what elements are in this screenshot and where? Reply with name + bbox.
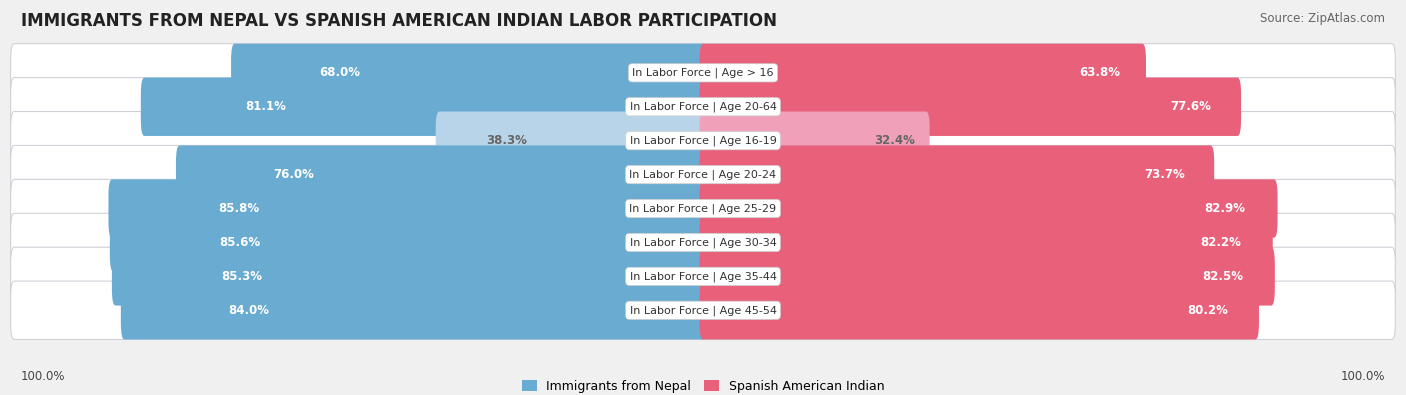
- Text: In Labor Force | Age 25-29: In Labor Force | Age 25-29: [630, 203, 776, 214]
- Text: In Labor Force | Age 20-24: In Labor Force | Age 20-24: [630, 169, 776, 180]
- Text: In Labor Force | Age 35-44: In Labor Force | Age 35-44: [630, 271, 776, 282]
- FancyBboxPatch shape: [11, 111, 1395, 170]
- FancyBboxPatch shape: [121, 281, 706, 339]
- Text: In Labor Force | Age 30-34: In Labor Force | Age 30-34: [630, 237, 776, 248]
- Text: 100.0%: 100.0%: [21, 370, 66, 383]
- FancyBboxPatch shape: [700, 44, 1146, 102]
- Text: In Labor Force | Age 45-54: In Labor Force | Age 45-54: [630, 305, 776, 316]
- Text: 82.2%: 82.2%: [1201, 236, 1241, 249]
- Text: IMMIGRANTS FROM NEPAL VS SPANISH AMERICAN INDIAN LABOR PARTICIPATION: IMMIGRANTS FROM NEPAL VS SPANISH AMERICA…: [21, 12, 778, 30]
- Legend: Immigrants from Nepal, Spanish American Indian: Immigrants from Nepal, Spanish American …: [522, 380, 884, 393]
- Text: 85.8%: 85.8%: [218, 202, 260, 215]
- FancyBboxPatch shape: [11, 179, 1395, 238]
- FancyBboxPatch shape: [112, 247, 706, 306]
- FancyBboxPatch shape: [700, 213, 1272, 272]
- FancyBboxPatch shape: [700, 77, 1241, 136]
- FancyBboxPatch shape: [700, 247, 1275, 306]
- Text: 76.0%: 76.0%: [274, 168, 315, 181]
- FancyBboxPatch shape: [11, 145, 1395, 204]
- Text: 84.0%: 84.0%: [228, 304, 270, 317]
- FancyBboxPatch shape: [700, 145, 1215, 204]
- Text: 80.2%: 80.2%: [1187, 304, 1227, 317]
- Text: 73.7%: 73.7%: [1144, 168, 1185, 181]
- Text: 85.3%: 85.3%: [221, 270, 262, 283]
- FancyBboxPatch shape: [141, 77, 706, 136]
- Text: 68.0%: 68.0%: [319, 66, 360, 79]
- FancyBboxPatch shape: [11, 213, 1395, 272]
- Text: In Labor Force | Age > 16: In Labor Force | Age > 16: [633, 68, 773, 78]
- FancyBboxPatch shape: [436, 111, 706, 170]
- Text: 82.9%: 82.9%: [1205, 202, 1246, 215]
- Text: 82.5%: 82.5%: [1202, 270, 1243, 283]
- FancyBboxPatch shape: [11, 247, 1395, 306]
- FancyBboxPatch shape: [700, 111, 929, 170]
- Text: In Labor Force | Age 20-64: In Labor Force | Age 20-64: [630, 102, 776, 112]
- FancyBboxPatch shape: [231, 44, 706, 102]
- FancyBboxPatch shape: [700, 179, 1278, 238]
- Text: 38.3%: 38.3%: [486, 134, 527, 147]
- FancyBboxPatch shape: [11, 77, 1395, 136]
- FancyBboxPatch shape: [110, 213, 706, 272]
- FancyBboxPatch shape: [700, 281, 1258, 339]
- Text: 81.1%: 81.1%: [245, 100, 285, 113]
- FancyBboxPatch shape: [11, 281, 1395, 339]
- FancyBboxPatch shape: [11, 44, 1395, 102]
- Text: 63.8%: 63.8%: [1080, 66, 1121, 79]
- FancyBboxPatch shape: [176, 145, 706, 204]
- Text: In Labor Force | Age 16-19: In Labor Force | Age 16-19: [630, 135, 776, 146]
- Text: Source: ZipAtlas.com: Source: ZipAtlas.com: [1260, 12, 1385, 25]
- Text: 77.6%: 77.6%: [1170, 100, 1211, 113]
- FancyBboxPatch shape: [108, 179, 706, 238]
- Text: 85.6%: 85.6%: [219, 236, 260, 249]
- Text: 32.4%: 32.4%: [875, 134, 915, 147]
- Text: 100.0%: 100.0%: [1340, 370, 1385, 383]
